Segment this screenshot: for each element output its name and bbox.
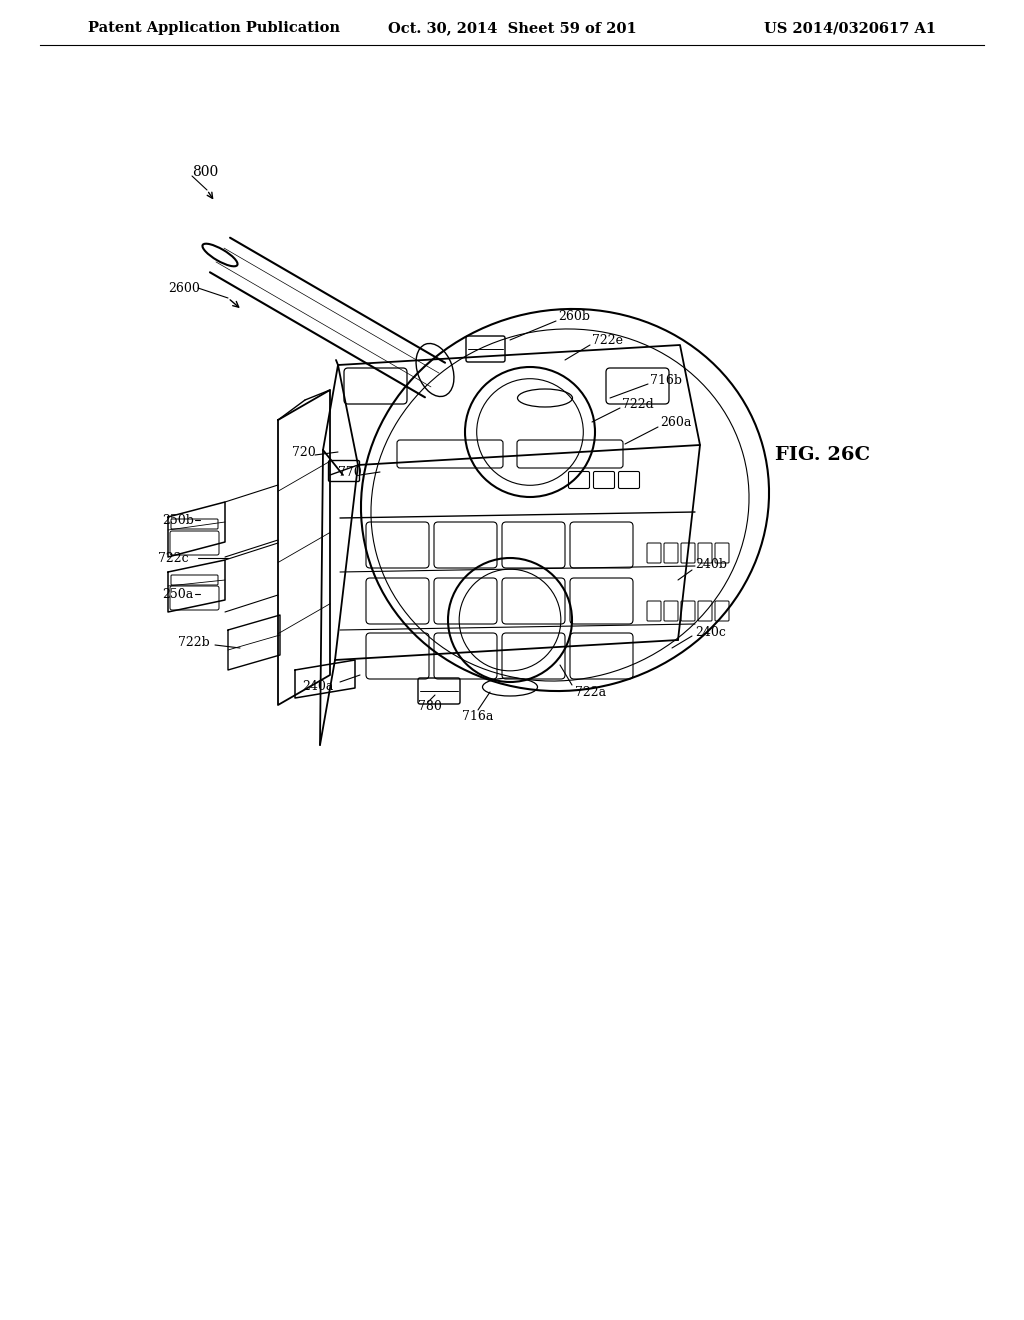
- Text: 716a: 716a: [462, 710, 494, 722]
- Text: 260a: 260a: [660, 416, 691, 429]
- Text: 722c: 722c: [158, 552, 188, 565]
- Text: 722d: 722d: [622, 397, 653, 411]
- Text: 722e: 722e: [592, 334, 623, 346]
- Text: 716b: 716b: [650, 374, 682, 387]
- Text: 250a: 250a: [162, 587, 194, 601]
- Text: 722b: 722b: [178, 635, 210, 648]
- Text: 2600: 2600: [168, 281, 200, 294]
- Text: 240b: 240b: [695, 558, 727, 572]
- Text: Oct. 30, 2014  Sheet 59 of 201: Oct. 30, 2014 Sheet 59 of 201: [388, 21, 636, 36]
- Text: 722a: 722a: [575, 685, 606, 698]
- Text: 260b: 260b: [558, 309, 590, 322]
- Text: 780: 780: [418, 700, 442, 713]
- Text: US 2014/0320617 A1: US 2014/0320617 A1: [764, 21, 936, 36]
- Text: Patent Application Publication: Patent Application Publication: [88, 21, 340, 36]
- Text: FIG. 26C: FIG. 26C: [775, 446, 870, 465]
- Text: 250b: 250b: [162, 513, 194, 527]
- Text: 770: 770: [338, 466, 361, 479]
- Text: 240a: 240a: [302, 680, 334, 693]
- Text: 240c: 240c: [695, 626, 726, 639]
- Text: 720: 720: [292, 446, 315, 458]
- Text: 800: 800: [193, 165, 218, 180]
